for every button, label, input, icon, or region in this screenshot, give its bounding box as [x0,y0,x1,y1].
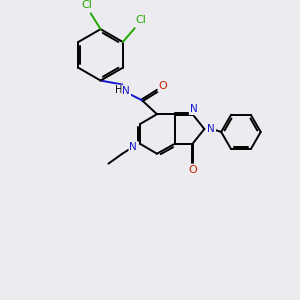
Text: N: N [122,86,130,96]
Text: Cl: Cl [81,0,92,11]
Text: H: H [115,85,122,95]
Text: O: O [158,82,167,92]
Text: N: N [190,104,197,114]
Text: O: O [188,164,197,175]
Text: N: N [129,142,137,152]
Text: Cl: Cl [135,15,146,25]
Text: N: N [207,124,215,134]
